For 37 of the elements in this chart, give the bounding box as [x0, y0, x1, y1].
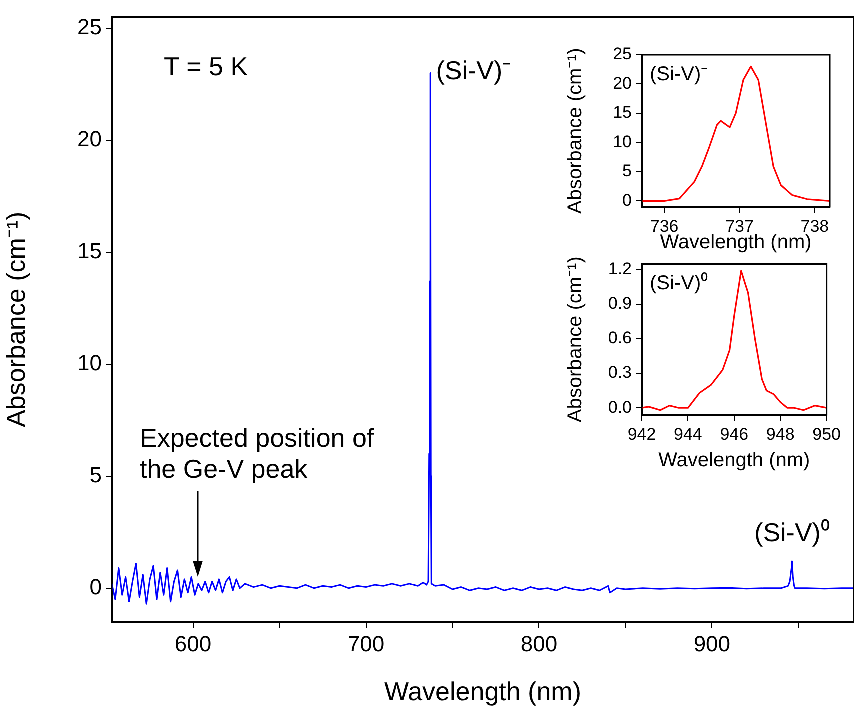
- y-axis-title: Absorbance (cm⁻¹): [0, 212, 31, 428]
- y-tick-label: 10: [78, 350, 102, 376]
- x-axis-title: Wavelength (nm): [658, 450, 810, 472]
- x-tick-label: 942: [628, 424, 656, 444]
- y-tick-label: 20: [613, 74, 632, 93]
- y-tick-label: 15: [613, 103, 632, 122]
- x-tick-label: 950: [812, 424, 842, 444]
- annotation: (Si-V)⁰: [650, 272, 708, 295]
- y-tick-label: 0.3: [608, 363, 632, 382]
- y-tick-label: 5: [90, 462, 102, 488]
- y-tick-label: 15: [78, 238, 102, 264]
- y-tick-label: 0.6: [608, 328, 632, 348]
- x-axis-title: Wavelength (nm): [384, 676, 582, 707]
- y-tick-label: 0: [90, 574, 102, 600]
- annotation: Expected position of the Ge-V peak: [140, 423, 375, 484]
- y-tick-label: 25: [613, 44, 632, 64]
- annotation: (Si-V)⁻: [436, 55, 512, 86]
- x-tick-label: 700: [348, 631, 385, 656]
- annotation: T = 5 K: [164, 51, 249, 82]
- y-axis-title: Absorbance (cm⁻¹): [564, 256, 587, 423]
- y-tick-label: 0.0: [608, 398, 632, 417]
- x-tick-label: 946: [720, 424, 749, 444]
- y-tick-label: 5: [622, 162, 632, 181]
- y-tick-label: 25: [78, 14, 102, 40]
- x-tick-label: 800: [520, 631, 558, 656]
- x-tick-label: 600: [174, 631, 212, 656]
- x-tick-label: 948: [766, 424, 795, 444]
- y-tick-label: 20: [78, 126, 102, 152]
- y-tick-label: 1.2: [608, 260, 632, 279]
- y-tick-label: 0.9: [608, 294, 632, 314]
- x-tick-label: 900: [694, 631, 731, 656]
- y-tick-label: 10: [613, 132, 632, 152]
- annotation: (Si-V)⁻: [650, 64, 708, 86]
- annotation: (Si-V)⁰: [754, 518, 830, 548]
- y-axis-title: Absorbance (cm⁻¹): [564, 48, 587, 214]
- y-tick-label: 0: [622, 190, 632, 210]
- x-tick-label: 944: [674, 424, 702, 444]
